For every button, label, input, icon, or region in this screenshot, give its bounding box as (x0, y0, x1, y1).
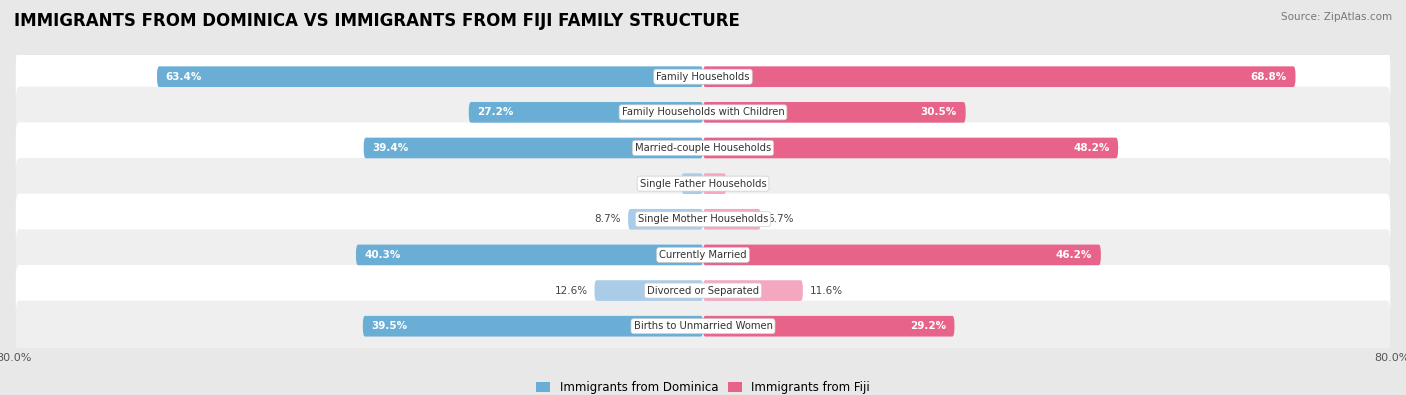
Text: 68.8%: 68.8% (1250, 71, 1286, 82)
FancyBboxPatch shape (703, 316, 955, 337)
FancyBboxPatch shape (15, 87, 1391, 141)
Text: 39.5%: 39.5% (371, 321, 408, 331)
FancyBboxPatch shape (703, 245, 1101, 265)
Text: Source: ZipAtlas.com: Source: ZipAtlas.com (1281, 12, 1392, 22)
FancyBboxPatch shape (356, 245, 703, 265)
FancyBboxPatch shape (628, 209, 703, 229)
FancyBboxPatch shape (703, 66, 1295, 87)
Text: 2.5%: 2.5% (648, 179, 675, 189)
FancyBboxPatch shape (468, 102, 703, 123)
Text: Single Father Households: Single Father Households (640, 179, 766, 189)
Text: 12.6%: 12.6% (554, 286, 588, 295)
FancyBboxPatch shape (703, 173, 727, 194)
Text: 6.7%: 6.7% (768, 214, 794, 224)
Text: 48.2%: 48.2% (1073, 143, 1109, 153)
Legend: Immigrants from Dominica, Immigrants from Fiji: Immigrants from Dominica, Immigrants fro… (536, 381, 870, 394)
FancyBboxPatch shape (15, 229, 1391, 284)
FancyBboxPatch shape (15, 194, 1391, 248)
Text: 46.2%: 46.2% (1056, 250, 1092, 260)
Text: Single Mother Households: Single Mother Households (638, 214, 768, 224)
Text: Married-couple Households: Married-couple Households (636, 143, 770, 153)
FancyBboxPatch shape (703, 209, 761, 229)
Text: 39.4%: 39.4% (373, 143, 409, 153)
FancyBboxPatch shape (703, 280, 803, 301)
Text: 27.2%: 27.2% (478, 107, 513, 117)
Text: 8.7%: 8.7% (595, 214, 621, 224)
FancyBboxPatch shape (703, 102, 966, 123)
FancyBboxPatch shape (595, 280, 703, 301)
Text: 63.4%: 63.4% (166, 71, 202, 82)
Text: IMMIGRANTS FROM DOMINICA VS IMMIGRANTS FROM FIJI FAMILY STRUCTURE: IMMIGRANTS FROM DOMINICA VS IMMIGRANTS F… (14, 12, 740, 30)
FancyBboxPatch shape (15, 301, 1391, 355)
Text: Births to Unmarried Women: Births to Unmarried Women (634, 321, 772, 331)
FancyBboxPatch shape (15, 51, 1391, 105)
FancyBboxPatch shape (682, 173, 703, 194)
Text: Family Households with Children: Family Households with Children (621, 107, 785, 117)
FancyBboxPatch shape (157, 66, 703, 87)
Text: 11.6%: 11.6% (810, 286, 844, 295)
Text: Currently Married: Currently Married (659, 250, 747, 260)
Text: Family Households: Family Households (657, 71, 749, 82)
FancyBboxPatch shape (15, 122, 1391, 177)
Text: 30.5%: 30.5% (921, 107, 957, 117)
Text: 40.3%: 40.3% (364, 250, 401, 260)
Text: 29.2%: 29.2% (910, 321, 946, 331)
Text: 2.7%: 2.7% (733, 179, 759, 189)
FancyBboxPatch shape (364, 137, 703, 158)
FancyBboxPatch shape (15, 158, 1391, 212)
Text: Divorced or Separated: Divorced or Separated (647, 286, 759, 295)
FancyBboxPatch shape (703, 137, 1118, 158)
FancyBboxPatch shape (363, 316, 703, 337)
FancyBboxPatch shape (15, 265, 1391, 319)
